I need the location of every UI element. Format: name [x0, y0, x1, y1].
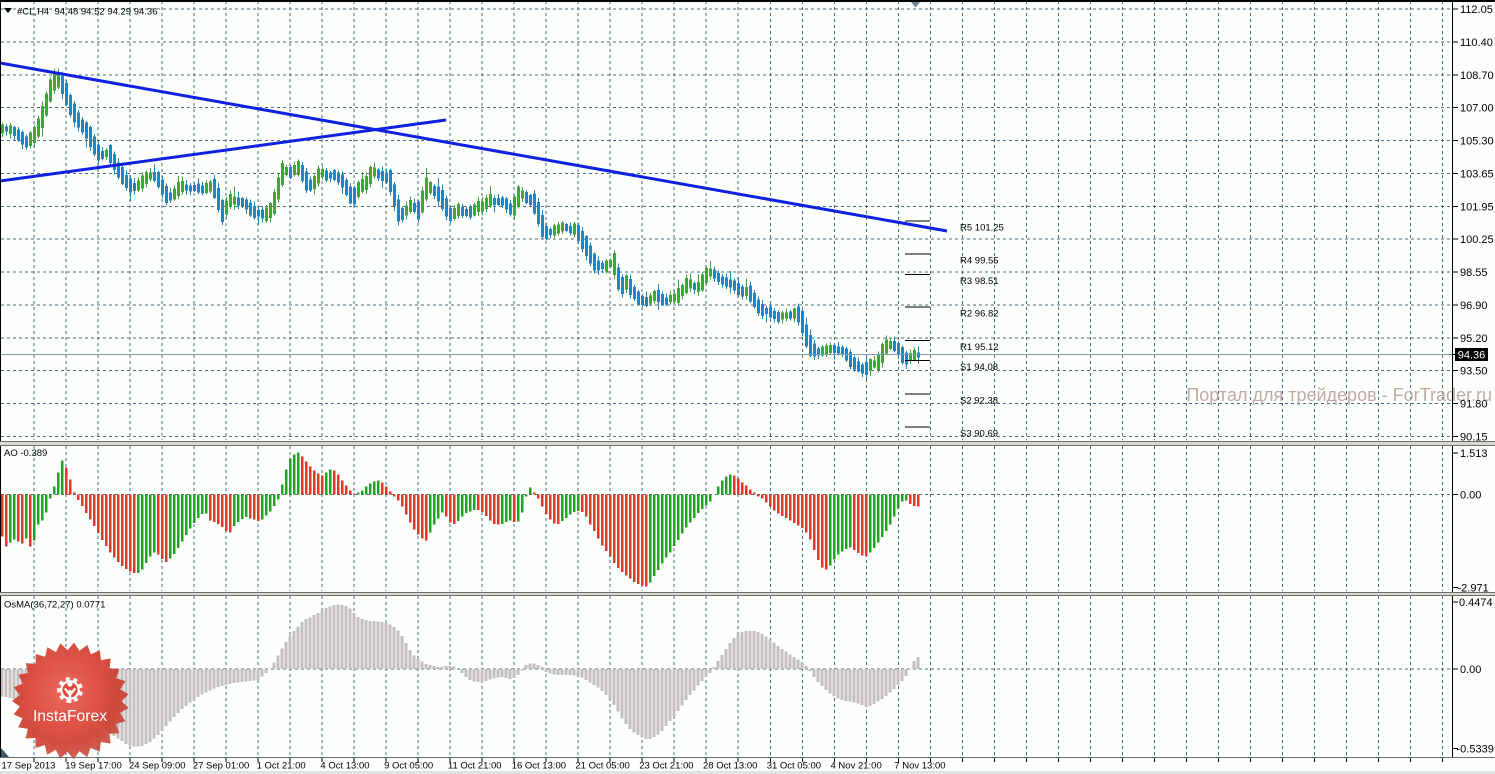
svg-text:7 Nov 13:00: 7 Nov 13:00: [894, 761, 945, 772]
svg-text:31 Oct 05:00: 31 Oct 05:00: [767, 761, 821, 772]
svg-text:S1 94.08: S1 94.08: [960, 362, 998, 373]
svg-text:19 Sep 17:00: 19 Sep 17:00: [65, 761, 122, 772]
svg-text:23 Oct 21:00: 23 Oct 21:00: [639, 761, 693, 772]
svg-text:R1 95.12: R1 95.12: [960, 342, 999, 353]
svg-text:R5 101.25: R5 101.25: [960, 222, 1004, 233]
svg-text:4 Oct 13:00: 4 Oct 13:00: [320, 761, 369, 772]
svg-text:94.36: 94.36: [1458, 350, 1486, 362]
svg-text:0.4474: 0.4474: [1459, 597, 1493, 609]
svg-text:110.40: 110.40: [1460, 37, 1493, 49]
svg-text:28 Oct 13:00: 28 Oct 13:00: [703, 761, 757, 772]
svg-text:105.30: 105.30: [1460, 136, 1494, 148]
svg-text:AO -0.389: AO -0.389: [4, 448, 47, 459]
svg-text:108.70: 108.70: [1460, 70, 1494, 82]
svg-text:96.90: 96.90: [1460, 300, 1488, 312]
svg-text:103.65: 103.65: [1460, 168, 1494, 180]
svg-text:107.00: 107.00: [1460, 103, 1494, 115]
svg-text:S3 90.69: S3 90.69: [960, 428, 998, 439]
svg-text:11 Oct 21:00: 11 Oct 21:00: [448, 761, 502, 772]
svg-text:93.50: 93.50: [1460, 366, 1488, 378]
svg-text:OsMA(36,72,27) 0.0771: OsMA(36,72,27) 0.0771: [4, 600, 105, 611]
svg-text:InstaForex: InstaForex: [33, 708, 107, 725]
svg-text:0.00: 0.00: [1460, 490, 1481, 502]
svg-text:R2 96.82: R2 96.82: [960, 309, 999, 320]
svg-text:16 Oct 13:00: 16 Oct 13:00: [512, 761, 566, 772]
svg-text:1 Oct 21:00: 1 Oct 21:00: [257, 761, 306, 772]
svg-text:100.25: 100.25: [1460, 234, 1494, 246]
svg-text:24 Sep 09:00: 24 Sep 09:00: [129, 761, 186, 772]
svg-text:90.15: 90.15: [1460, 431, 1488, 443]
svg-text:Портал для трейдеров - ForTrad: Портал для трейдеров - ForTrader.ru: [1186, 385, 1492, 405]
svg-text:-2.971: -2.971: [1458, 583, 1489, 595]
svg-text:S2 92.38: S2 92.38: [960, 395, 998, 406]
svg-text:91.80: 91.80: [1460, 399, 1488, 411]
svg-text:112.05: 112.05: [1460, 4, 1493, 16]
svg-text:-0.5339: -0.5339: [1457, 744, 1494, 756]
svg-text:4 Nov 21:00: 4 Nov 21:00: [831, 761, 882, 772]
svg-text:0.00: 0.00: [1460, 664, 1481, 676]
svg-text:101.95: 101.95: [1460, 201, 1494, 213]
svg-text:27 Sep 01:00: 27 Sep 01:00: [193, 761, 250, 772]
svg-text:98.55: 98.55: [1460, 267, 1488, 279]
svg-text:95.20: 95.20: [1460, 333, 1488, 345]
svg-text:9 Oct 05:00: 9 Oct 05:00: [384, 761, 433, 772]
svg-text:R4 99.55: R4 99.55: [960, 256, 999, 267]
svg-text:1.513: 1.513: [1460, 448, 1488, 460]
svg-text:#CL,H4 94.48 94.52 94.29 94.3: #CL,H4 94.48 94.52 94.29 94.36: [17, 7, 158, 18]
svg-text:17 Sep 2013: 17 Sep 2013: [2, 761, 56, 772]
svg-text:R3 98.51: R3 98.51: [960, 276, 999, 287]
svg-text:21 Oct 05:00: 21 Oct 05:00: [575, 761, 629, 772]
